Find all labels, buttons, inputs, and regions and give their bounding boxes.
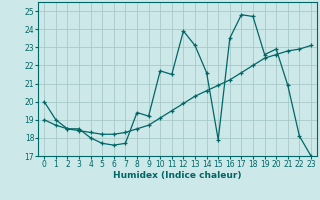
X-axis label: Humidex (Indice chaleur): Humidex (Indice chaleur) bbox=[113, 171, 242, 180]
